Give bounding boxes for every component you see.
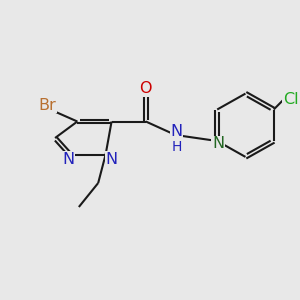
Text: N: N [106,152,118,166]
Text: H: H [171,140,182,154]
Text: N: N [170,124,182,139]
Text: Br: Br [39,98,56,112]
Text: O: O [140,81,152,96]
Text: N: N [62,152,74,166]
Text: Cl: Cl [283,92,298,106]
Text: N: N [212,136,224,152]
